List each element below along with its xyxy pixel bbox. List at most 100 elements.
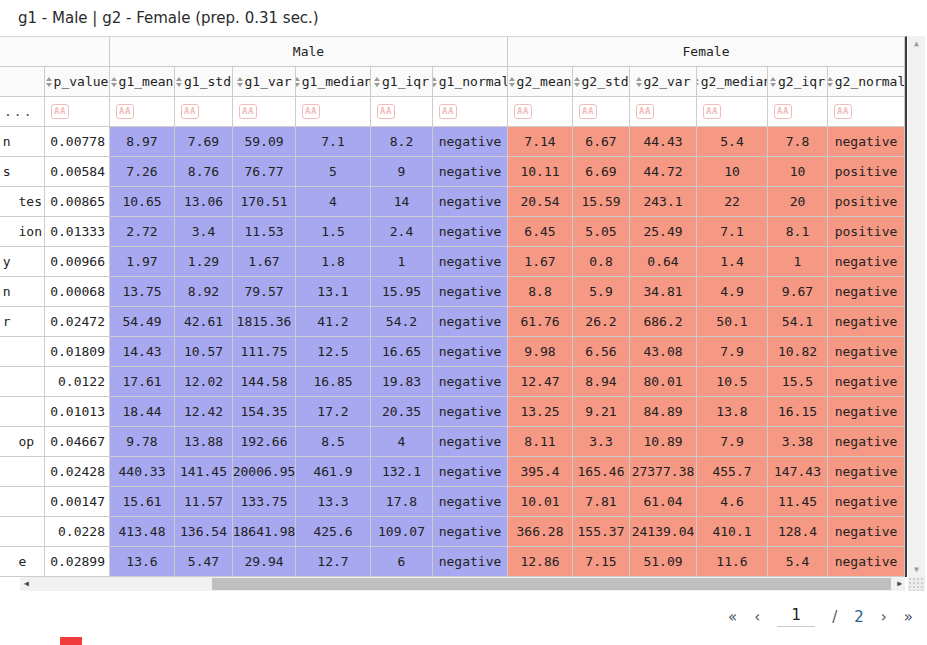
pagination-prev-button[interactable]: ‹ bbox=[754, 608, 760, 626]
row-name-cell[interactable]: op bbox=[0, 427, 45, 457]
g1-cell[interactable]: 2.4 bbox=[371, 217, 433, 247]
sort-icon[interactable] bbox=[697, 77, 699, 87]
row-name-cell[interactable] bbox=[0, 487, 45, 517]
p-value-cell[interactable]: 0.01809 bbox=[45, 337, 110, 367]
column-header-g1_median[interactable]: g1_median bbox=[296, 67, 371, 97]
p-value-cell[interactable]: 0.00584 bbox=[45, 157, 110, 187]
g2-cell[interactable]: negative bbox=[828, 397, 905, 427]
filter-type-icon[interactable]: AA bbox=[579, 104, 597, 119]
g2-cell[interactable]: 147.43 bbox=[768, 457, 828, 487]
g2-cell[interactable]: 61.76 bbox=[508, 307, 573, 337]
g2-cell[interactable]: 6.69 bbox=[573, 157, 630, 187]
row-name-cell[interactable] bbox=[0, 367, 45, 397]
scroll-left-arrow-icon[interactable]: ◀ bbox=[24, 577, 29, 591]
g1-cell[interactable]: 14.43 bbox=[110, 337, 175, 367]
g2-cell[interactable]: 12.47 bbox=[508, 367, 573, 397]
g2-cell[interactable]: 10.11 bbox=[508, 157, 573, 187]
g1-cell[interactable]: 5.47 bbox=[175, 547, 233, 577]
row-name-cell[interactable]: ion bbox=[0, 217, 45, 247]
g2-cell[interactable]: 24139.04 bbox=[630, 517, 697, 547]
sort-icon[interactable] bbox=[46, 77, 52, 87]
g1-cell[interactable]: negative bbox=[433, 547, 508, 577]
row-name-cell[interactable]: n bbox=[0, 277, 45, 307]
g1-cell[interactable]: 6 bbox=[371, 547, 433, 577]
g2-cell[interactable]: 44.72 bbox=[630, 157, 697, 187]
g2-cell[interactable]: 1.4 bbox=[697, 247, 768, 277]
pagination-next-button[interactable]: › bbox=[881, 608, 887, 626]
column-header-g2_mean[interactable]: g2_mean bbox=[508, 67, 573, 97]
g2-cell[interactable]: 1 bbox=[768, 247, 828, 277]
g2-cell[interactable]: 8.11 bbox=[508, 427, 573, 457]
g1-cell[interactable]: negative bbox=[433, 187, 508, 217]
g2-cell[interactable]: 50.1 bbox=[697, 307, 768, 337]
g1-cell[interactable]: 4 bbox=[371, 427, 433, 457]
g1-cell[interactable]: 13.3 bbox=[296, 487, 371, 517]
g2-cell[interactable]: 8.8 bbox=[508, 277, 573, 307]
g1-cell[interactable]: 15.61 bbox=[110, 487, 175, 517]
g1-cell[interactable]: 3.4 bbox=[175, 217, 233, 247]
filter-cell-g1_std[interactable]: AA bbox=[175, 97, 233, 127]
g1-cell[interactable]: 2.72 bbox=[110, 217, 175, 247]
g1-cell[interactable]: 20.35 bbox=[371, 397, 433, 427]
sort-icon[interactable] bbox=[374, 77, 380, 87]
g2-cell[interactable]: 8.1 bbox=[768, 217, 828, 247]
g2-cell[interactable]: 54.1 bbox=[768, 307, 828, 337]
g2-cell[interactable]: 16.15 bbox=[768, 397, 828, 427]
filter-type-icon[interactable]: AA bbox=[774, 104, 792, 119]
g2-cell[interactable]: 10 bbox=[768, 157, 828, 187]
p-value-cell[interactable]: 0.01013 bbox=[45, 397, 110, 427]
g2-cell[interactable]: 4.6 bbox=[697, 487, 768, 517]
g1-cell[interactable]: 1.8 bbox=[296, 247, 371, 277]
sort-icon[interactable] bbox=[296, 77, 300, 87]
filter-type-icon[interactable]: AA bbox=[377, 104, 395, 119]
g1-cell[interactable]: 1.29 bbox=[175, 247, 233, 277]
g2-cell[interactable]: 6.67 bbox=[573, 127, 630, 157]
g2-cell[interactable]: 5.4 bbox=[768, 547, 828, 577]
g2-cell[interactable]: 34.81 bbox=[630, 277, 697, 307]
g2-cell[interactable]: 61.04 bbox=[630, 487, 697, 517]
g1-cell[interactable]: 9.78 bbox=[110, 427, 175, 457]
pagination-first-button[interactable]: « bbox=[728, 608, 737, 626]
g1-cell[interactable]: 12.5 bbox=[296, 337, 371, 367]
g1-cell[interactable]: 1.97 bbox=[110, 247, 175, 277]
p-value-cell[interactable]: 0.00068 bbox=[45, 277, 110, 307]
g1-cell[interactable]: negative bbox=[433, 427, 508, 457]
g1-cell[interactable]: negative bbox=[433, 457, 508, 487]
column-header-g1_normal[interactable]: g1_normal bbox=[433, 67, 508, 97]
g2-cell[interactable]: 12.86 bbox=[508, 547, 573, 577]
g2-cell[interactable]: 7.8 bbox=[768, 127, 828, 157]
g2-cell[interactable]: 7.14 bbox=[508, 127, 573, 157]
g1-cell[interactable]: 8.92 bbox=[175, 277, 233, 307]
filter-cell-g1_normal[interactable]: AA bbox=[433, 97, 508, 127]
filter-cell-g1_var[interactable]: AA bbox=[233, 97, 296, 127]
g1-cell[interactable]: 7.1 bbox=[296, 127, 371, 157]
row-name-cell[interactable]: e bbox=[0, 547, 45, 577]
g1-cell[interactable]: 136.54 bbox=[175, 517, 233, 547]
g2-cell[interactable]: 165.46 bbox=[573, 457, 630, 487]
g1-cell[interactable]: 413.48 bbox=[110, 517, 175, 547]
g1-cell[interactable]: negative bbox=[433, 337, 508, 367]
p-value-cell[interactable]: 0.00778 bbox=[45, 127, 110, 157]
row-name-cell[interactable]: s bbox=[0, 157, 45, 187]
sort-icon[interactable] bbox=[111, 77, 117, 87]
g1-cell[interactable]: negative bbox=[433, 277, 508, 307]
g2-cell[interactable]: 686.2 bbox=[630, 307, 697, 337]
g2-cell[interactable]: 26.2 bbox=[573, 307, 630, 337]
g2-cell[interactable]: 51.09 bbox=[630, 547, 697, 577]
sort-icon[interactable] bbox=[509, 77, 515, 87]
g2-cell[interactable]: 5.4 bbox=[697, 127, 768, 157]
row-name-cell[interactable]: n bbox=[0, 127, 45, 157]
pagination-last-button[interactable]: » bbox=[904, 608, 913, 626]
p-value-cell[interactable]: 0.02472 bbox=[45, 307, 110, 337]
g2-cell[interactable]: 43.08 bbox=[630, 337, 697, 367]
g1-cell[interactable]: 18641.98 bbox=[233, 517, 296, 547]
g2-cell[interactable]: 5.9 bbox=[573, 277, 630, 307]
g1-cell[interactable]: 1 bbox=[371, 247, 433, 277]
g2-cell[interactable]: 3.3 bbox=[573, 427, 630, 457]
g2-cell[interactable]: 6.56 bbox=[573, 337, 630, 367]
filter-type-icon[interactable]: AA bbox=[834, 104, 852, 119]
g2-cell[interactable]: negative bbox=[828, 547, 905, 577]
filter-cell-g2_normal[interactable]: AA bbox=[828, 97, 905, 127]
g1-cell[interactable]: 12.42 bbox=[175, 397, 233, 427]
filter-type-icon[interactable]: AA bbox=[439, 104, 457, 119]
